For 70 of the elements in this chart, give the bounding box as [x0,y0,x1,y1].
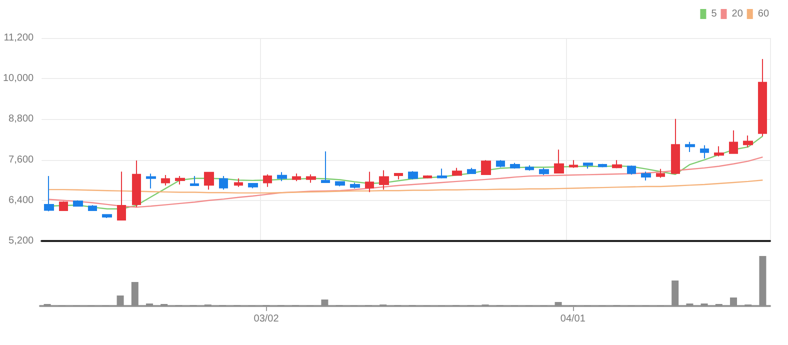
candlestick [350,182,360,190]
candlestick [743,134,753,148]
candlestick [671,118,680,174]
candlestick [102,214,112,218]
candlestick [569,160,578,168]
candlestick [190,176,199,186]
candlestick [700,144,709,159]
legend-label: 20 [732,8,744,20]
candlestick [510,162,520,170]
bar [321,300,328,306]
y-tick-label: 11,200 [4,32,34,44]
bar [116,296,124,306]
candlestick [641,171,651,181]
candlestick [248,182,258,189]
line-series [48,180,764,194]
candlestick [292,173,301,182]
candlestick [44,176,54,212]
candlestick [204,172,214,190]
candlestick [452,167,462,176]
bar [131,282,138,306]
y-tick-label: 8,800 [8,114,34,125]
candlestick [263,174,272,188]
candlestick [525,164,534,172]
candlestick [306,174,316,184]
candlestick [467,167,476,175]
candlestick [729,130,738,154]
y-tick-label: 6,400 [8,194,34,206]
candlestick [758,58,767,137]
candlestick [481,160,491,176]
candlestick [175,176,185,185]
candlestick [583,162,593,170]
y-tick-label: 10,000 [2,73,34,84]
candlestick [496,160,505,168]
candlestick [88,204,97,212]
candlestick [59,200,68,212]
candlestick [73,200,83,207]
y-tick-label: 5,200 [8,236,34,246]
bar [672,280,679,306]
x-tick-label: 04/01 [560,314,586,324]
candlestick [277,172,287,182]
candlestick [379,170,389,190]
candlestick [612,160,622,169]
line-series [48,156,764,208]
candlestick [423,174,432,179]
candlestick [146,173,156,190]
candlestick [685,141,695,153]
y-tick-label: 7,600 [8,154,34,166]
candlestick [394,173,403,180]
candlestick [627,165,636,176]
candlestick [234,178,243,188]
candlestick [117,171,126,221]
legend-label: 5 [711,8,718,20]
candlestick [539,167,549,176]
candlestick [161,174,170,186]
bar [730,298,737,306]
candlestick [365,171,374,193]
candlestick [598,163,607,168]
candlestick [437,168,447,179]
candlestick [132,160,141,208]
candlestick [554,149,564,174]
legend-label: 60 [758,8,770,20]
candlestick [714,146,724,157]
bar [759,256,766,306]
candlestick [219,176,228,190]
candlestick [335,181,345,187]
x-tick-label: 03/02 [254,314,280,324]
candlestick [656,168,665,178]
candlestick [321,150,330,184]
candlestick [408,170,418,180]
bar [554,302,562,306]
